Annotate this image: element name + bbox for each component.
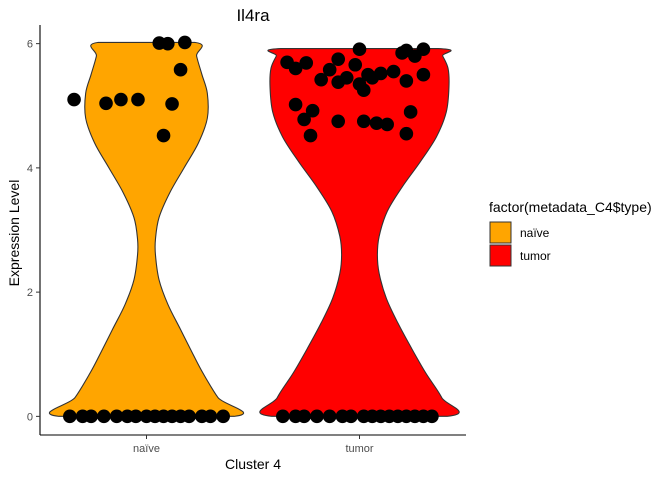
data-point [399, 74, 414, 88]
data-point [408, 49, 422, 63]
data-point [114, 92, 128, 107]
data-point [303, 128, 318, 143]
data-point [305, 103, 320, 118]
data-point [365, 71, 380, 85]
data-point [395, 46, 409, 60]
legend: factor(metadata_C4$type) naïve tumor [489, 199, 652, 267]
data-point [67, 92, 81, 107]
data-point [109, 409, 124, 424]
data-point [173, 62, 188, 77]
plot-area: 0 2 4 6 naïve tumor [27, 25, 466, 455]
x-axis-title: Cluster 4 [225, 456, 281, 472]
y-ticks: 0 2 4 6 [27, 39, 40, 423]
data-point [203, 409, 218, 424]
data-point [216, 409, 230, 424]
data-point [352, 42, 367, 57]
data-point [129, 409, 143, 424]
data-point [182, 409, 196, 424]
legend-entries: naïve tumor [489, 221, 551, 267]
data-point [322, 62, 337, 77]
data-point [322, 409, 337, 424]
data-point [403, 105, 418, 119]
data-point [331, 52, 346, 66]
data-point [178, 35, 192, 50]
data-point [344, 409, 358, 424]
data-point [356, 83, 371, 98]
data-point [369, 116, 384, 130]
legend-swatch [489, 244, 512, 267]
x-ticks: naïve tumor [133, 435, 374, 455]
data-point [386, 64, 401, 79]
data-point [97, 409, 111, 424]
data-point [156, 128, 171, 143]
y-tick-label: 6 [27, 39, 33, 51]
data-point [297, 409, 311, 424]
data-point [331, 114, 346, 129]
data-point [310, 409, 324, 424]
data-point [63, 409, 77, 424]
x-tick-label: naïve [133, 443, 160, 455]
y-axis-title: Expression Level [6, 180, 22, 287]
chart-title: Il4ra [236, 6, 270, 25]
x-tick-label: tumor [345, 443, 373, 455]
data-point [288, 61, 303, 76]
legend-swatch [489, 221, 512, 244]
data-point [425, 409, 439, 424]
data-point [84, 409, 98, 424]
data-point [99, 96, 113, 111]
data-point [165, 97, 179, 111]
legend-title: factor(metadata_C4$type) [489, 199, 652, 215]
data-point [356, 114, 371, 129]
data-point [299, 56, 314, 70]
data-point [380, 117, 394, 132]
data-point [416, 67, 431, 82]
points-layer [63, 35, 439, 424]
data-point [161, 36, 175, 51]
data-point [314, 72, 328, 87]
data-point [348, 57, 363, 72]
data-point [297, 112, 311, 127]
data-point [276, 409, 290, 424]
violins-layer [49, 41, 460, 417]
violin-0 [49, 41, 244, 417]
y-tick-label: 0 [27, 411, 33, 423]
data-point [331, 75, 346, 89]
y-tick-label: 4 [27, 163, 33, 175]
data-point [288, 97, 303, 112]
legend-label: naïve [520, 226, 550, 240]
data-point [131, 92, 145, 107]
data-point [399, 126, 414, 141]
legend-label: tumor [520, 249, 551, 263]
y-tick-label: 2 [27, 287, 33, 299]
